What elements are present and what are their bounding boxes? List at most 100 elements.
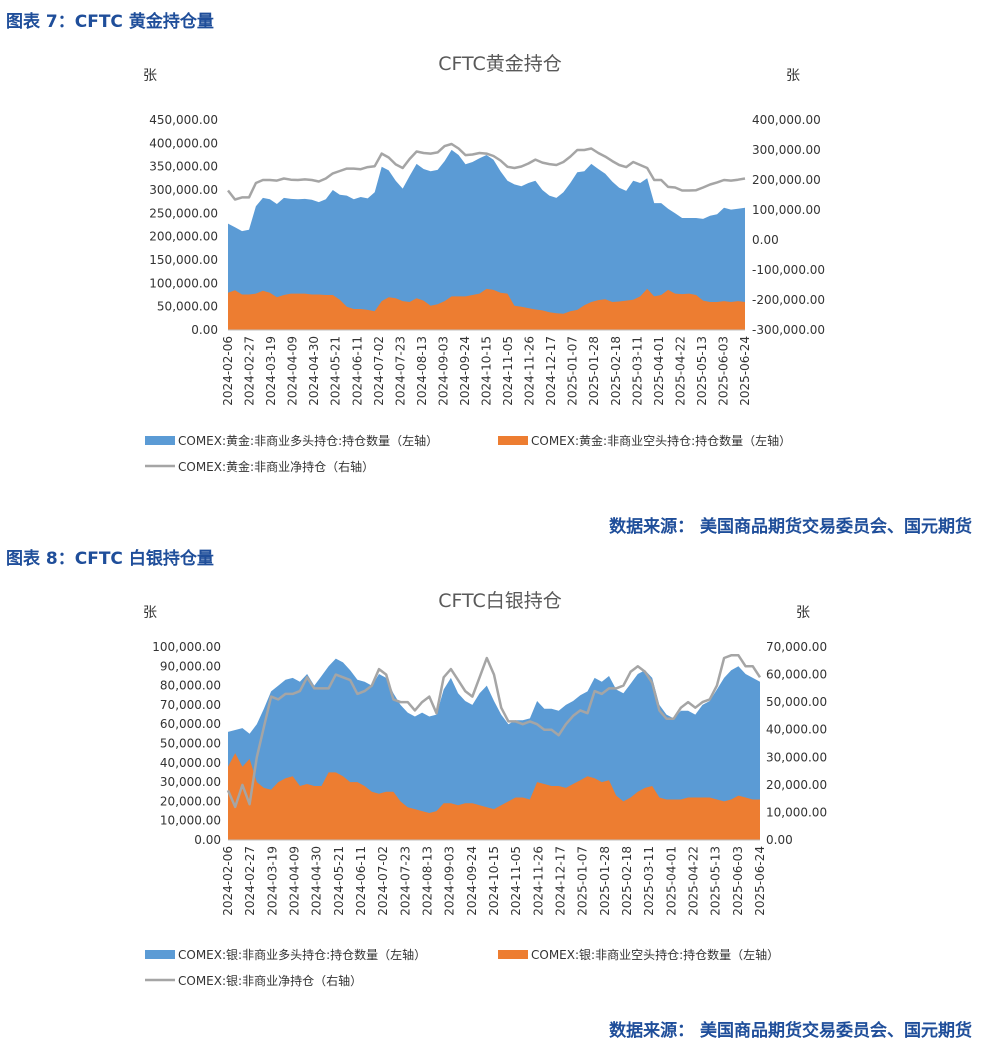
right-tick-label: -300,000.00 xyxy=(752,323,825,337)
legend-label-short: COMEX:黄金:非商业空头持仓:持仓数量（左轴） xyxy=(531,433,791,448)
right-tick-label: 0.00 xyxy=(752,233,779,247)
data-source: 数据来源： 美国商品期货交易委员会、国元期货 xyxy=(609,517,972,537)
x-tick-label: 2025-02-18 xyxy=(620,846,634,916)
left-tick-label: 20,000.00 xyxy=(160,794,221,808)
left-tick-label: 100,000.00 xyxy=(149,276,218,290)
x-tick-label: 2024-07-02 xyxy=(372,336,386,406)
x-tick-label: 2025-04-01 xyxy=(664,846,678,916)
x-tick-label: 2024-07-02 xyxy=(376,846,390,916)
x-tick-label: 2025-05-13 xyxy=(709,846,723,916)
x-tick-label: 2025-06-24 xyxy=(753,846,767,916)
left-tick-label: 40,000.00 xyxy=(160,756,221,770)
chart-title: CFTC黄金持仓 xyxy=(438,53,562,75)
x-tick-label: 2024-05-21 xyxy=(329,336,343,406)
right-tick-label: 60,000.00 xyxy=(766,668,827,682)
left-tick-label: 80,000.00 xyxy=(160,679,221,693)
x-tick-label: 2024-08-13 xyxy=(421,846,435,916)
left-tick-label: 0.00 xyxy=(194,833,221,847)
x-tick-label: 2025-04-22 xyxy=(687,846,701,916)
data-source: 数据来源： 美国商品期货交易委员会、国元期货 xyxy=(609,1021,972,1041)
right-tick-label: -100,000.00 xyxy=(752,263,825,277)
net-position-line xyxy=(227,142,746,201)
left-tick-label: 150,000.00 xyxy=(149,253,218,267)
left-tick-label: 0.00 xyxy=(191,323,218,337)
legend-label-net: COMEX:银:非商业净持仓（右轴） xyxy=(178,973,362,988)
x-tick-label: 2024-09-03 xyxy=(436,336,450,406)
x-tick-label: 2024-06-11 xyxy=(350,336,364,406)
right-tick-label: 40,000.00 xyxy=(766,723,827,737)
x-tick-label: 2024-09-03 xyxy=(443,846,457,916)
x-tick-label: 2024-11-26 xyxy=(523,336,537,406)
right-tick-label: 20,000.00 xyxy=(766,778,827,792)
x-tick-label: 2024-07-23 xyxy=(398,846,412,916)
x-tick-label: 2024-11-05 xyxy=(509,846,523,916)
left-tick-label: 50,000.00 xyxy=(160,737,221,751)
right-tick-label: 400,000.00 xyxy=(752,113,821,127)
x-tick-label: 2025-04-22 xyxy=(673,336,687,406)
long-position-area xyxy=(228,149,745,330)
right-tick-label: 10,000.00 xyxy=(766,805,827,819)
left-tick-label: 400,000.00 xyxy=(149,136,218,150)
right-tick-label: 100,000.00 xyxy=(752,203,821,217)
right-tick-label: 200,000.00 xyxy=(752,173,821,187)
x-tick-label: 2024-04-30 xyxy=(310,846,324,916)
x-tick-label: 2025-04-01 xyxy=(652,336,666,406)
right-tick-label: 30,000.00 xyxy=(766,750,827,764)
right-tick-label: 70,000.00 xyxy=(766,640,827,654)
x-tick-label: 2025-01-28 xyxy=(598,846,612,916)
left-tick-label: 100,000.00 xyxy=(152,640,221,654)
x-tick-label: 2024-02-27 xyxy=(243,336,257,406)
x-tick-label: 2025-01-07 xyxy=(576,846,590,916)
net-position-line xyxy=(226,654,762,809)
x-tick-label: 2025-01-28 xyxy=(587,336,601,406)
legend-swatch-long xyxy=(145,436,175,445)
short-position-area xyxy=(228,753,760,840)
right-tick-label: 0.00 xyxy=(766,833,793,847)
left-tick-label: 70,000.00 xyxy=(160,698,221,712)
x-tick-label: 2024-06-11 xyxy=(354,846,368,916)
x-tick-label: 2024-05-21 xyxy=(332,846,346,916)
x-tick-label: 2024-03-19 xyxy=(265,846,279,916)
left-axis-unit: 张 xyxy=(143,68,157,84)
left-tick-label: 90,000.00 xyxy=(160,659,221,673)
x-tick-label: 2024-08-13 xyxy=(415,336,429,406)
right-axis-unit: 张 xyxy=(786,68,800,84)
figure-caption: 图表 7：CFTC 黄金持仓量 xyxy=(6,12,214,32)
x-tick-label: 2024-04-09 xyxy=(288,846,302,916)
x-tick-label: 2024-12-17 xyxy=(554,846,568,916)
x-tick-label: 2024-02-06 xyxy=(221,846,235,916)
left-tick-label: 450,000.00 xyxy=(149,113,218,127)
x-tick-label: 2024-02-27 xyxy=(243,846,257,916)
right-tick-label: 50,000.00 xyxy=(766,695,827,709)
left-tick-label: 250,000.00 xyxy=(149,206,218,220)
left-tick-label: 350,000.00 xyxy=(149,160,218,174)
legend-swatch-long xyxy=(145,950,175,959)
x-tick-label: 2024-04-30 xyxy=(307,336,321,406)
x-tick-label: 2024-11-05 xyxy=(501,336,515,406)
x-tick-label: 2024-10-15 xyxy=(480,336,494,406)
left-tick-label: 30,000.00 xyxy=(160,775,221,789)
x-tick-label: 2025-06-24 xyxy=(738,336,752,406)
x-tick-label: 2024-04-09 xyxy=(286,336,300,406)
x-tick-label: 2024-09-24 xyxy=(458,336,472,406)
chart-title: CFTC白银持仓 xyxy=(438,590,562,612)
legend-swatch-short xyxy=(498,436,528,445)
x-tick-label: 2024-10-15 xyxy=(487,846,501,916)
left-axis-unit: 张 xyxy=(143,605,157,621)
x-tick-label: 2025-01-07 xyxy=(566,336,580,406)
left-tick-label: 200,000.00 xyxy=(149,230,218,244)
legend-label-net: COMEX:黄金:非商业净持仓（右轴） xyxy=(178,459,374,474)
figure-caption: 图表 8：CFTC 白银持仓量 xyxy=(6,549,214,569)
x-tick-label: 2024-03-19 xyxy=(264,336,278,406)
x-tick-label: 2024-09-24 xyxy=(465,846,479,916)
x-tick-label: 2024-12-17 xyxy=(544,336,558,406)
left-tick-label: 60,000.00 xyxy=(160,717,221,731)
right-axis-unit: 张 xyxy=(796,605,810,621)
x-tick-label: 2024-02-06 xyxy=(221,336,235,406)
x-tick-label: 2025-06-03 xyxy=(716,336,730,406)
right-tick-label: 300,000.00 xyxy=(752,143,821,157)
x-tick-label: 2024-11-26 xyxy=(531,846,545,916)
x-tick-label: 2025-03-11 xyxy=(642,846,656,916)
left-tick-label: 50,000.00 xyxy=(157,300,218,314)
